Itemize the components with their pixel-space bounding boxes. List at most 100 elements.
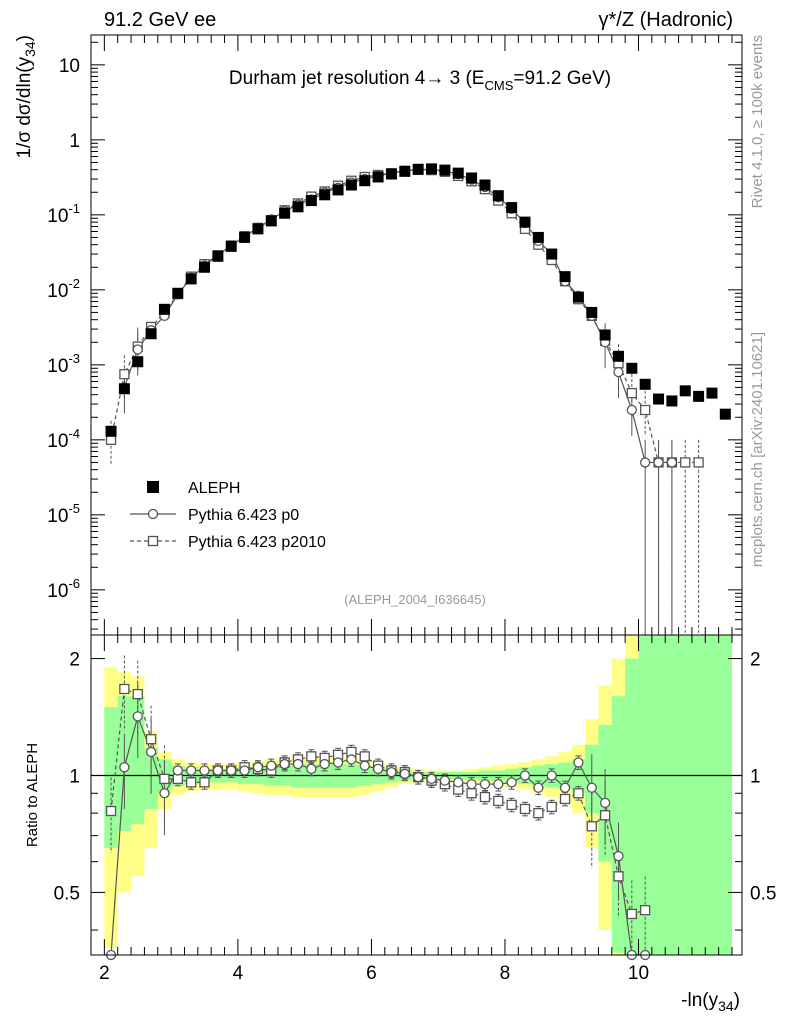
aleph-point bbox=[345, 179, 357, 191]
ratio-p0-point bbox=[426, 773, 437, 785]
ratio-y-tick-label-right: 1 bbox=[750, 766, 761, 787]
ratio-p0-point bbox=[119, 762, 130, 773]
aleph-point bbox=[172, 287, 184, 299]
header-right: γ*/Z (Hadronic) bbox=[599, 9, 733, 31]
p2010-point bbox=[680, 457, 691, 468]
ratio-p0-point bbox=[266, 760, 277, 771]
aleph-point bbox=[626, 362, 638, 374]
aleph-point bbox=[666, 395, 678, 407]
ratio-p0-point bbox=[132, 711, 143, 722]
main-marks bbox=[105, 163, 731, 635]
aleph-point bbox=[359, 175, 371, 187]
ratio-p2010-point bbox=[573, 788, 584, 799]
aleph-point bbox=[212, 250, 224, 262]
ratio-p0-point bbox=[226, 765, 237, 776]
ratio-p2010-point bbox=[533, 807, 544, 819]
x-tick-label: 6 bbox=[366, 963, 377, 984]
p2010-point bbox=[626, 387, 637, 399]
ratio-p0-point bbox=[506, 777, 517, 788]
header-left: 91.2 GeV ee bbox=[104, 9, 216, 31]
aleph-point bbox=[145, 328, 157, 340]
aleph-point bbox=[199, 261, 211, 273]
y-tick-label: 10-1 bbox=[47, 201, 80, 227]
rivet-label: Rivet 4.1.0, ≥ 100k events bbox=[749, 35, 766, 208]
ratio-p0-point bbox=[239, 765, 250, 776]
y-tick-exponent: -1 bbox=[68, 201, 80, 216]
aleph-point bbox=[492, 190, 504, 202]
ratio-p0-point bbox=[199, 765, 210, 776]
aleph-point bbox=[599, 329, 611, 341]
ratio-y-tick-label-right: 0.5 bbox=[750, 883, 776, 904]
ratio-y-axis-label: Ratio to ALEPH bbox=[24, 743, 41, 847]
aleph-point bbox=[572, 291, 584, 303]
legend-marker-p2010 bbox=[147, 535, 159, 547]
ylabel-end: ) bbox=[14, 35, 35, 41]
ratio-p0-point bbox=[399, 768, 410, 779]
ratio-p0-point bbox=[413, 772, 424, 783]
ratio-p0-point bbox=[346, 754, 357, 765]
ratio-p0-point bbox=[319, 758, 330, 770]
ratio-p0-point bbox=[453, 777, 464, 788]
ratio-p2010-point bbox=[466, 788, 477, 799]
aleph-point bbox=[292, 201, 304, 213]
ratio-p2010-point bbox=[506, 799, 517, 811]
ratio-p2010-point bbox=[186, 777, 197, 788]
ratio-p0-point bbox=[292, 758, 304, 770]
legend-label: ALEPH bbox=[188, 480, 240, 497]
legend-label: Pythia 6.423 p2010 bbox=[188, 534, 326, 551]
ratio-y-tick-label: 1 bbox=[69, 766, 80, 787]
aleph-point bbox=[693, 390, 705, 402]
ratio-p2010-point bbox=[306, 751, 317, 762]
ratio-p0-point bbox=[599, 797, 611, 809]
aleph-point bbox=[546, 248, 558, 260]
ratio-p2010-point bbox=[493, 795, 504, 807]
aleph-point bbox=[279, 207, 291, 219]
y-tick-exponent: -4 bbox=[68, 426, 80, 441]
aleph-point bbox=[132, 356, 144, 368]
aleph-point bbox=[105, 425, 117, 437]
main-yticks: 10-6 10-5 10-4 10-3 10-2 10-1 1 10 bbox=[47, 41, 742, 630]
aleph-point bbox=[679, 385, 691, 397]
main-plot: 10-6 10-5 10-4 10-3 10-2 10-1 1 10 Durham jet r… bbox=[14, 34, 743, 636]
title-subscript: CMS bbox=[484, 78, 513, 93]
ratio-p2010-point bbox=[172, 773, 183, 785]
p2010-point bbox=[119, 369, 130, 380]
aleph-point bbox=[466, 172, 478, 184]
p2010-point bbox=[693, 457, 704, 468]
ratio-p2010-point bbox=[546, 801, 557, 813]
ratio-p2010-point bbox=[105, 805, 117, 817]
ratio-p2010-point bbox=[359, 751, 370, 762]
ratio-p0-point bbox=[613, 850, 624, 862]
ratio-y-tick-label: 0.5 bbox=[54, 883, 80, 904]
ratio-y-tick-label-right: 2 bbox=[750, 650, 761, 671]
ratio-frame bbox=[90, 634, 743, 956]
p0-point bbox=[626, 404, 637, 416]
aleph-point bbox=[319, 189, 331, 201]
ratio-band-green bbox=[104, 635, 732, 955]
y-tick-exponent: -5 bbox=[68, 501, 80, 516]
aleph-point bbox=[225, 240, 237, 252]
y-tick-label: 10-5 bbox=[47, 501, 80, 527]
ratio-p0-point bbox=[559, 782, 571, 793]
ratio-p2010-point bbox=[626, 908, 637, 920]
y-tick-label: 1 bbox=[69, 131, 80, 152]
p2010-point bbox=[640, 404, 651, 416]
ratio-p0-point bbox=[546, 770, 557, 781]
ratio-p0-point bbox=[332, 757, 344, 768]
ratio-p2010-point bbox=[586, 821, 597, 832]
series-line-p2010 bbox=[110, 169, 699, 464]
ratio-p2010-point bbox=[132, 688, 143, 700]
main-title: Durham jet resolution 4→ 3 (ECMS=91.2 Ge… bbox=[229, 68, 611, 93]
ratio-p0-point bbox=[172, 765, 183, 776]
ratio-p0-point bbox=[279, 758, 290, 770]
ratio-p2010-point bbox=[159, 773, 170, 785]
ratio-p2010-point bbox=[559, 793, 571, 805]
aleph-point bbox=[439, 164, 451, 176]
ratio-p2010-point bbox=[145, 734, 157, 745]
mcplots-label: mcplots.cern.ch [arXiv:2401.10621] bbox=[749, 332, 766, 567]
aleph-point bbox=[452, 167, 464, 179]
y-tick-exponent: -3 bbox=[68, 351, 80, 366]
aleph-point bbox=[399, 165, 411, 177]
ratio-p2010-point bbox=[479, 791, 491, 803]
ratio-p0-point bbox=[186, 765, 197, 776]
